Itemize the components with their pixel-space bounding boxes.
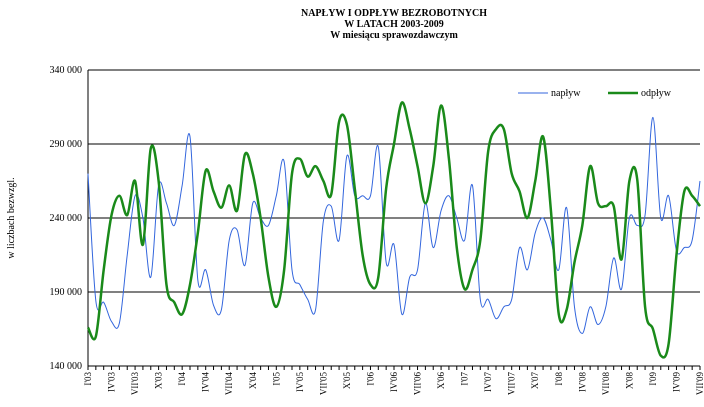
x-tick-label: IV'04 [201,372,211,393]
y-tick-label: 340 000 [50,65,83,76]
x-tick-label: X'06 [436,372,446,390]
x-tick-label: X'08 [624,372,634,390]
legend-label: odpływ [641,88,672,99]
x-tick-label: IV'03 [107,372,117,393]
chart-title: NAPŁYW I ODPŁYW BEZROBOTNYCH [301,8,487,19]
x-tick-label: I'05 [271,372,281,386]
x-tick-label: X'03 [154,372,164,390]
y-tick-label: 290 000 [50,139,83,150]
x-tick-label: I'06 [365,372,375,386]
x-tick-label: VII'08 [601,372,611,396]
x-tick-label: IV'08 [577,372,587,393]
x-tick-label: VII'05 [318,372,328,396]
x-tick-label: VII'07 [507,372,517,396]
y-tick-label: 240 000 [50,213,83,224]
x-tick-label: VII'03 [130,372,140,396]
y-tick-label: 140 000 [50,361,83,372]
x-tick-label: I'03 [83,372,93,386]
y-tick-label: 190 000 [50,287,83,298]
series-line [87,116,701,334]
x-tick-label: I'09 [648,372,658,386]
x-tick-label: X'04 [248,372,258,390]
x-tick-label: I'07 [460,372,470,386]
x-tick-label: IV'09 [671,372,681,393]
chart-subtitle: W miesiącu sprawozdawczym [330,30,458,41]
x-tick-label: I'08 [554,372,564,386]
x-tick-label: X'07 [530,372,540,390]
y-axis-label: w liczbach bezwzgl. [6,177,17,258]
x-tick-label: VII'09 [695,372,704,396]
x-tick-label: IV'07 [483,372,493,393]
chart-title: W LATACH 2003-2009 [344,19,443,30]
legend-label: napływ [551,88,581,99]
x-tick-label: I'04 [177,372,187,386]
x-tick-label: VII'04 [224,372,234,396]
x-tick-label: X'05 [342,372,352,390]
series-line [86,101,702,359]
x-tick-label: VII'06 [413,372,423,396]
x-tick-label: IV'05 [295,372,305,393]
x-tick-label: IV'06 [389,372,399,393]
